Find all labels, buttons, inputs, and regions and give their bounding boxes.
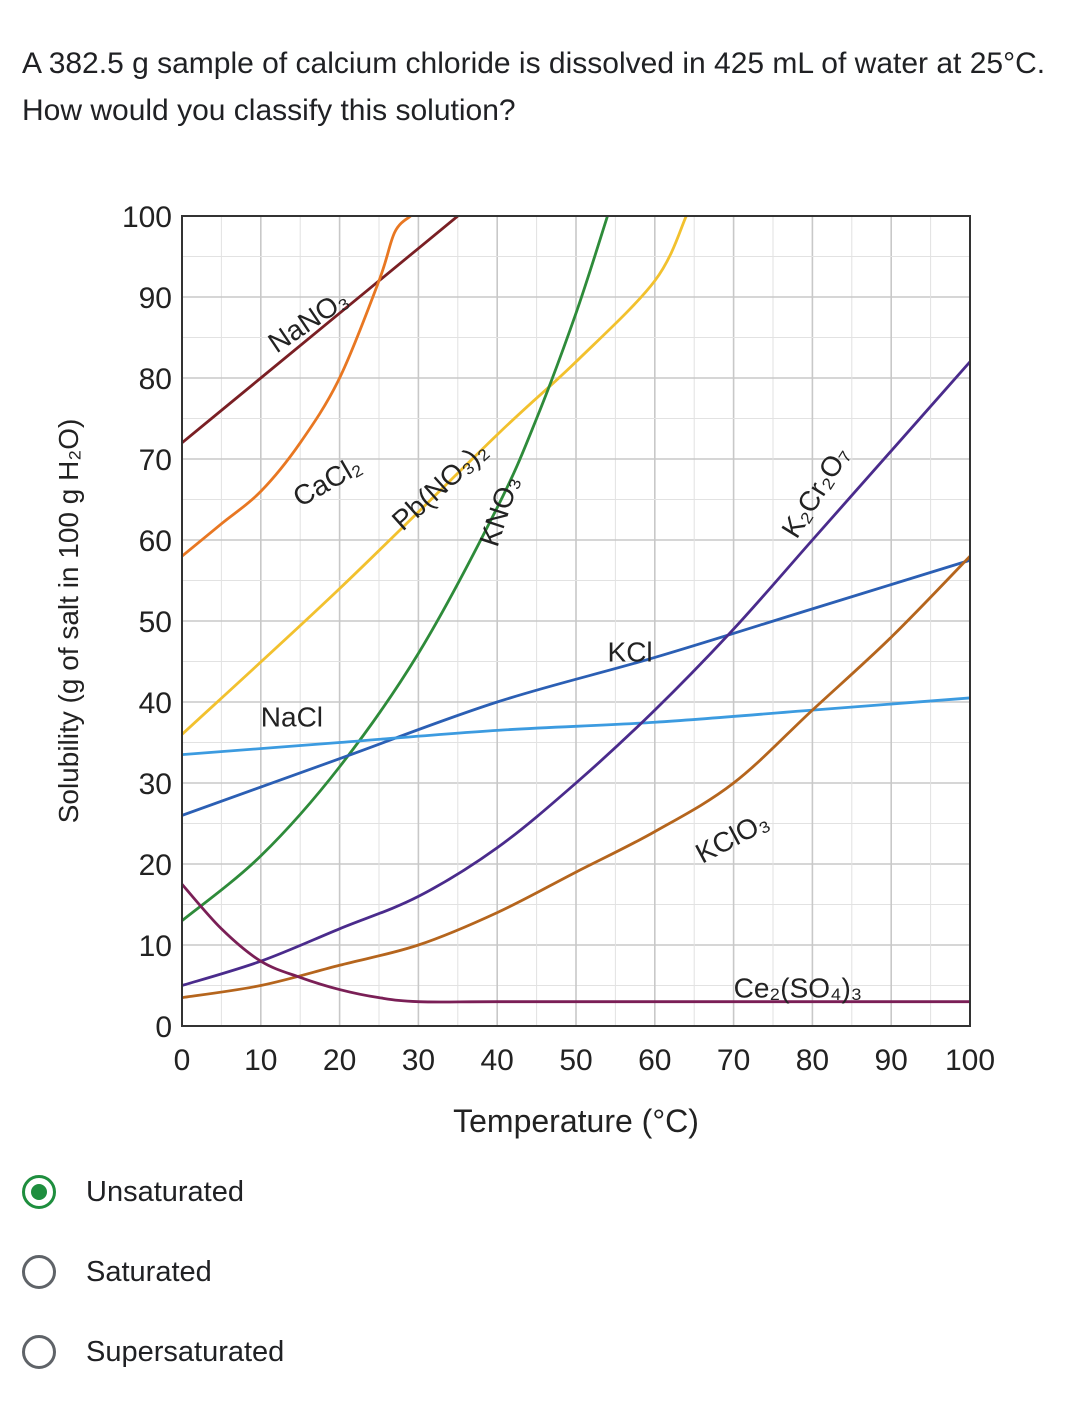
series-name-label: KNO₃ [473,472,525,550]
y-tick-label: 100 [122,201,172,234]
series-line [182,558,970,817]
x-tick-label: 70 [717,1044,750,1077]
series-name-label: K₂Cr₂O₇ [775,441,855,543]
y-tick-label: 90 [139,282,172,315]
series-name-label: NaCl [261,701,323,732]
solubility-chart-svg: 0 10 20 30 40 50 60 70 80 90 100 0 10 20 30 40 50 60 70 80… [53,201,995,1139]
x-axis-label: Temperature (°C) [453,1103,699,1139]
y-tick-label: 50 [139,606,172,639]
series-line [182,216,609,922]
x-tick-label: 50 [559,1044,592,1077]
x-tick-label: 60 [638,1044,671,1077]
x-tick-label: 90 [875,1044,908,1077]
y-axis-label: Solubility (g of salt in 100 g H₂O) [53,419,84,824]
y-tick-label: 80 [139,363,172,396]
series-line [182,555,970,1000]
x-tick-label: 20 [323,1044,356,1077]
option-label: Saturated [86,1256,212,1288]
series-line [182,216,412,558]
y-tick-label: 20 [139,849,172,882]
series-line [182,883,970,1004]
series-line [182,360,970,987]
x-tick-label: 40 [481,1044,514,1077]
y-tick-label: 10 [139,930,172,963]
question-text: A 382.5 g sample of calcium chloride is … [22,47,1046,127]
option-label: Unsaturated [86,1176,244,1208]
option-unsaturated[interactable]: Unsaturated [22,1170,622,1220]
y-tick-label: 70 [139,444,172,477]
x-tick-labels: 0 10 20 30 40 50 60 70 80 90 100 [174,1044,995,1077]
y-tick-labels: 0 10 20 30 40 50 60 70 80 90 100 [122,201,172,1044]
radio-unsaturated[interactable] [22,1175,56,1209]
option-saturated[interactable]: Saturated [22,1250,622,1300]
y-tick-label: 40 [139,687,172,720]
plot-frame [181,215,971,1027]
solubility-chart: 0 10 20 30 40 50 60 70 80 90 100 0 10 20 30 40 50 60 70 80… [0,190,1072,1150]
radio-supersaturated[interactable] [22,1335,56,1369]
x-tick-label: 80 [796,1044,829,1077]
x-tick-label: 10 [244,1044,277,1077]
option-label: Supersaturated [86,1336,285,1368]
series-name-label: KCl [608,637,653,668]
series-line [182,696,970,757]
series-name-label: Pb(NO₃)₂ [386,435,494,536]
series-name-label: Ce₂(SO₄)₃ [734,973,863,1004]
series-name-label: KClO₃ [690,805,774,869]
y-tick-label: 60 [139,525,172,558]
x-tick-label: 0 [174,1044,191,1077]
series-line [182,216,459,444]
y-tick-label: 30 [139,768,172,801]
x-tick-label: 30 [402,1044,435,1077]
chart-series [182,216,970,1004]
series-line [182,216,688,736]
option-supersaturated[interactable]: Supersaturated [22,1330,622,1380]
radio-saturated[interactable] [22,1255,56,1289]
y-tick-label: 0 [155,1011,172,1044]
x-tick-label: 100 [945,1044,995,1077]
